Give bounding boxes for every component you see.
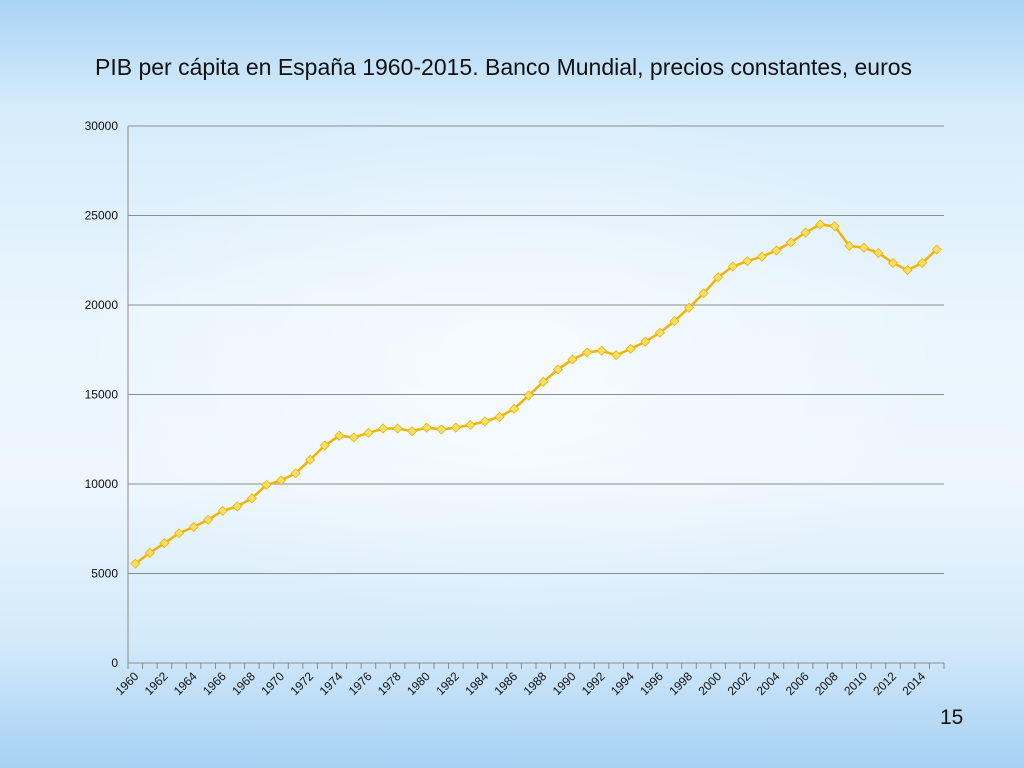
data-point-marker	[917, 257, 928, 269]
data-point-marker	[552, 364, 563, 375]
x-tick-label: 2002	[725, 669, 754, 698]
data-point-marker	[144, 547, 155, 558]
data-point-marker	[203, 514, 214, 525]
x-tick-label: 1974	[317, 669, 346, 698]
data-point-marker	[931, 244, 942, 255]
x-tick-label: 1978	[375, 669, 404, 698]
x-tick-label: 1966	[200, 669, 229, 698]
x-tick-label: 1984	[462, 669, 491, 698]
data-point-marker	[290, 468, 301, 479]
data-point-marker	[756, 251, 767, 262]
data-point-marker	[785, 237, 797, 248]
data-point-marker	[392, 423, 403, 434]
data-point-marker	[640, 336, 651, 347]
data-point-marker	[275, 475, 287, 486]
x-tick-label: 1988	[521, 669, 550, 698]
x-tick-label: 2004	[754, 669, 783, 698]
data-point-marker	[581, 347, 593, 358]
x-tick-label: 1982	[433, 669, 462, 698]
data-point-marker	[232, 501, 243, 512]
data-point-marker	[625, 343, 636, 354]
data-point-marker	[377, 423, 389, 434]
data-point-marker	[698, 288, 709, 299]
x-tick-label: 2006	[783, 669, 812, 698]
data-point-marker	[450, 422, 461, 433]
x-tick-label: 1972	[287, 669, 316, 698]
y-tick-label: 10000	[85, 477, 119, 491]
y-tick-label: 20000	[85, 298, 119, 312]
data-point-marker	[887, 257, 899, 269]
y-tick-label: 5000	[91, 567, 118, 581]
data-point-marker	[654, 327, 665, 338]
data-point-marker	[727, 261, 738, 272]
x-tick-label: 2012	[870, 669, 899, 698]
data-point-marker	[246, 493, 257, 504]
data-point-marker	[742, 256, 753, 267]
data-point-marker	[844, 240, 855, 251]
y-tick-label: 15000	[85, 388, 119, 402]
data-point-marker	[523, 390, 534, 401]
x-tick-label: 1996	[637, 669, 666, 698]
y-tick-label: 25000	[85, 209, 119, 223]
data-point-marker	[873, 248, 884, 259]
x-tick-label: 1990	[550, 669, 579, 698]
x-tick-label: 1968	[229, 669, 258, 698]
x-tick-label: 1986	[491, 669, 520, 698]
x-tick-label: 2000	[695, 669, 724, 698]
data-point-marker	[305, 454, 316, 465]
data-point-marker	[334, 430, 345, 441]
x-tick-label: 1964	[171, 669, 200, 698]
x-tick-label: 1980	[404, 669, 433, 698]
data-point-marker	[188, 521, 199, 533]
data-point-marker	[217, 505, 228, 516]
y-tick-label: 0	[111, 656, 118, 670]
x-tick-label: 1998	[666, 669, 695, 698]
data-point-marker	[421, 422, 432, 433]
data-point-marker	[771, 245, 782, 256]
data-point-marker	[348, 432, 359, 443]
data-point-marker	[858, 242, 869, 253]
x-tick-label: 2014	[899, 669, 928, 698]
data-point-marker	[800, 227, 811, 238]
x-tick-label: 1962	[142, 669, 171, 698]
data-point-marker	[130, 558, 141, 569]
data-point-marker	[479, 416, 491, 427]
x-tick-label: 1960	[113, 669, 142, 698]
data-point-marker	[567, 354, 578, 365]
data-point-marker	[173, 528, 185, 539]
data-point-marker	[494, 411, 505, 422]
data-point-marker	[611, 350, 622, 361]
x-tick-label: 1992	[579, 669, 608, 698]
data-point-marker	[261, 479, 272, 490]
data-point-marker	[159, 538, 170, 549]
x-tick-label: 1976	[346, 669, 375, 698]
data-point-marker	[902, 265, 913, 276]
data-point-marker	[407, 426, 418, 437]
x-tick-label: 2010	[841, 669, 870, 698]
data-point-marker	[538, 376, 549, 388]
x-tick-label: 1994	[608, 669, 637, 698]
x-tick-label: 1970	[258, 669, 287, 698]
data-point-marker	[683, 302, 695, 313]
y-tick-label: 30000	[85, 119, 119, 133]
x-tick-label: 2008	[812, 669, 841, 698]
data-point-marker	[509, 403, 520, 414]
data-point-marker	[669, 316, 680, 327]
data-point-marker	[363, 427, 374, 439]
data-point-marker	[713, 272, 724, 283]
chart-title: PIB per cápita en España 1960-2015. Banc…	[95, 54, 913, 80]
data-point-marker	[319, 440, 330, 451]
data-point-marker	[596, 345, 607, 356]
data-point-marker	[829, 221, 840, 232]
data-point-marker	[815, 219, 826, 230]
data-point-marker	[436, 424, 447, 435]
data-point-marker	[465, 419, 476, 430]
slide-number: 15	[940, 706, 964, 729]
